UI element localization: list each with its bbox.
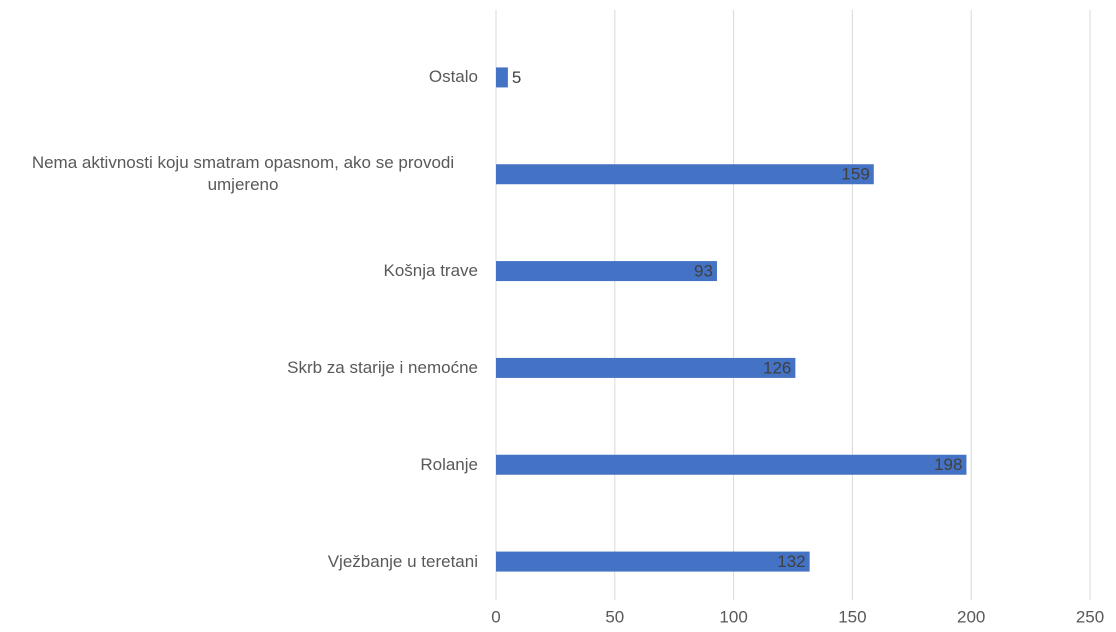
x-tick-label: 50 [605,607,624,626]
data-label: 132 [777,552,805,571]
y-tick-label: Vježbanje u teretani [327,551,478,571]
bar [496,551,810,572]
y-tick-label: Ostalo [428,67,478,87]
bar [496,357,796,378]
x-tick-label: 100 [719,607,747,626]
y-tick-label: Košnja trave [383,261,479,281]
data-label: 93 [694,262,713,281]
x-tick-label: 0 [491,607,500,626]
x-tick-label: 250 [1076,607,1104,626]
x-tick-label: 150 [838,607,866,626]
y-tick-label: Skrb za starije i nemoćne [287,357,478,377]
data-label: 198 [934,455,962,474]
bar [496,261,717,282]
x-tick-label: 200 [957,607,985,626]
y-tick-label: Nema aktivnosti koju smatram opasnom, ak… [31,153,455,195]
bar [496,67,508,88]
bar [496,454,967,475]
data-label: 159 [841,165,869,184]
data-label: 126 [763,358,791,377]
data-label: 5 [512,68,521,87]
y-tick-label: Rolanje [420,454,478,474]
bar [496,164,874,185]
